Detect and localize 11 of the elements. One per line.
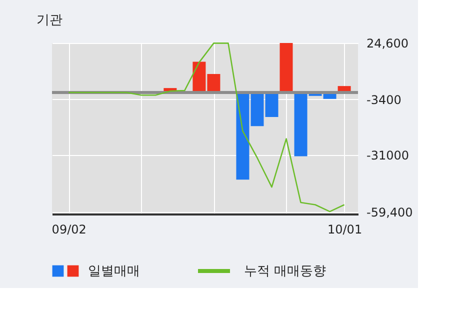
chart-title: 기관: [36, 13, 62, 28]
line-series: [68, 42, 345, 212]
y-tick-label: -31000: [366, 148, 410, 162]
x-tick-label: 09/02: [52, 222, 86, 236]
y-tick-label: -59,400: [366, 205, 413, 220]
y-tick-label: -3400: [366, 92, 402, 107]
x-tick-label: 10/01: [327, 222, 362, 236]
legend-label: 누적 매매동향: [244, 264, 326, 279]
y-tick-label: 24,600: [366, 36, 408, 50]
bar: [280, 43, 293, 92]
legend-label: 일별매매: [88, 264, 140, 279]
